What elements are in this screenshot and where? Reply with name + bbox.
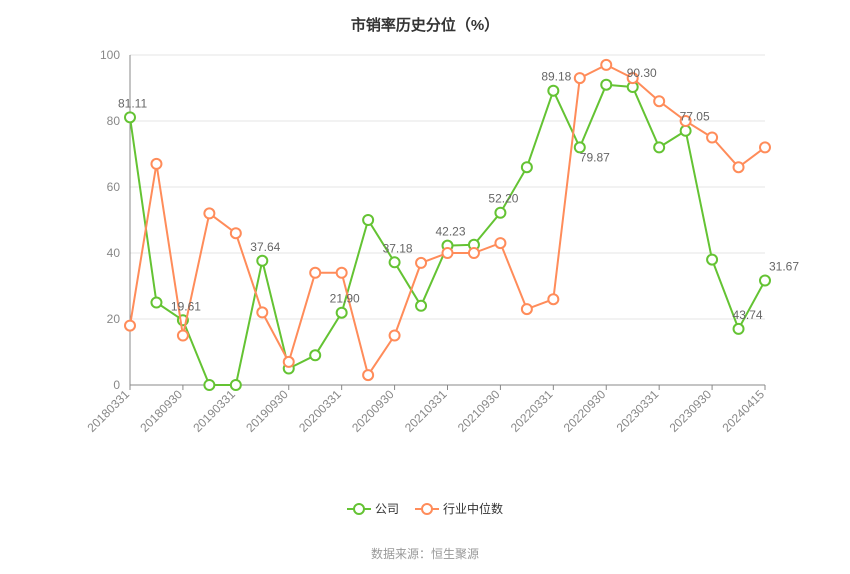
series-point-industry_median bbox=[707, 133, 717, 143]
series-point-company bbox=[601, 80, 611, 90]
series-point-industry_median bbox=[151, 159, 161, 169]
chart-plot: 0204060801002018033120180930201903312019… bbox=[0, 0, 850, 574]
point-label: 42.23 bbox=[436, 225, 466, 239]
x-tick-label: 20230930 bbox=[667, 387, 715, 435]
series-point-industry_median bbox=[601, 60, 611, 70]
series-point-industry_median bbox=[522, 304, 532, 314]
point-label: 43.74 bbox=[733, 308, 763, 322]
series-point-company bbox=[337, 308, 347, 318]
x-tick-label: 20180930 bbox=[137, 387, 185, 435]
series-point-industry_median bbox=[495, 238, 505, 248]
series-point-company bbox=[390, 257, 400, 267]
series-point-company bbox=[734, 324, 744, 334]
series-point-industry_median bbox=[284, 357, 294, 367]
legend-item-industry_median[interactable]: 行业中位数 bbox=[415, 500, 503, 517]
series-point-industry_median bbox=[443, 248, 453, 258]
x-tick-label: 20240415 bbox=[719, 387, 767, 435]
x-tick-label: 20220930 bbox=[561, 387, 609, 435]
series-point-industry_median bbox=[178, 331, 188, 341]
series-point-industry_median bbox=[760, 142, 770, 152]
chart-container: 市销率历史分位（%） 02040608010020180331201809302… bbox=[0, 0, 850, 574]
series-point-company bbox=[125, 112, 135, 122]
series-point-industry_median bbox=[257, 307, 267, 317]
legend: 公司 行业中位数 bbox=[0, 500, 850, 520]
series-point-industry_median bbox=[310, 268, 320, 278]
series-point-industry_median bbox=[363, 370, 373, 380]
point-label: 37.64 bbox=[250, 240, 280, 254]
x-tick-label: 20200331 bbox=[296, 387, 344, 435]
series-point-company bbox=[310, 350, 320, 360]
x-tick-label: 20210331 bbox=[402, 387, 450, 435]
x-tick-label: 20190930 bbox=[243, 387, 291, 435]
series-point-company bbox=[231, 380, 241, 390]
point-label: 90.30 bbox=[627, 66, 657, 80]
series-point-industry_median bbox=[231, 228, 241, 238]
series-point-industry_median bbox=[416, 258, 426, 268]
series-point-industry_median bbox=[337, 268, 347, 278]
series-point-company bbox=[495, 208, 505, 218]
y-tick-label: 100 bbox=[100, 48, 120, 62]
legend-item-company[interactable]: 公司 bbox=[347, 500, 399, 517]
x-tick-label: 20220331 bbox=[508, 387, 556, 435]
series-point-company bbox=[707, 255, 717, 265]
series-point-company bbox=[151, 298, 161, 308]
x-tick-label: 20200930 bbox=[349, 387, 397, 435]
y-tick-label: 80 bbox=[107, 114, 121, 128]
series-point-company bbox=[257, 256, 267, 266]
point-label: 52.20 bbox=[488, 192, 518, 206]
point-label: 19.61 bbox=[171, 299, 201, 313]
series-line-industry_median bbox=[130, 65, 765, 375]
x-tick-label: 20190331 bbox=[190, 387, 238, 435]
point-label: 89.18 bbox=[541, 70, 571, 84]
point-label: 37.18 bbox=[383, 241, 413, 255]
series-point-industry_median bbox=[575, 73, 585, 83]
series-point-company bbox=[204, 380, 214, 390]
legend-label: 公司 bbox=[375, 500, 399, 517]
x-tick-label: 20180331 bbox=[84, 387, 132, 435]
point-label: 77.05 bbox=[680, 110, 710, 124]
y-tick-label: 20 bbox=[107, 312, 121, 326]
series-point-industry_median bbox=[390, 331, 400, 341]
series-point-industry_median bbox=[204, 208, 214, 218]
series-point-company bbox=[548, 86, 558, 96]
series-point-company bbox=[363, 215, 373, 225]
series-point-company bbox=[522, 162, 532, 172]
series-point-company bbox=[654, 142, 664, 152]
y-tick-label: 60 bbox=[107, 180, 121, 194]
data-source-footer: 数据来源：恒生聚源 bbox=[0, 545, 850, 562]
point-label: 79.87 bbox=[580, 150, 610, 164]
point-label: 31.67 bbox=[769, 259, 799, 273]
series-point-industry_median bbox=[734, 162, 744, 172]
series-point-industry_median bbox=[469, 248, 479, 258]
x-tick-label: 20230331 bbox=[614, 387, 662, 435]
series-point-company bbox=[416, 301, 426, 311]
legend-marker bbox=[415, 503, 439, 515]
series-point-company bbox=[760, 275, 770, 285]
legend-label: 行业中位数 bbox=[443, 500, 503, 517]
series-point-industry_median bbox=[548, 294, 558, 304]
y-tick-label: 40 bbox=[107, 246, 121, 260]
series-point-company bbox=[681, 126, 691, 136]
point-label: 21.90 bbox=[330, 292, 360, 306]
series-point-industry_median bbox=[125, 321, 135, 331]
x-tick-label: 20210930 bbox=[455, 387, 503, 435]
series-point-industry_median bbox=[654, 96, 664, 106]
legend-marker bbox=[347, 503, 371, 515]
point-label: 81.11 bbox=[118, 96, 147, 110]
